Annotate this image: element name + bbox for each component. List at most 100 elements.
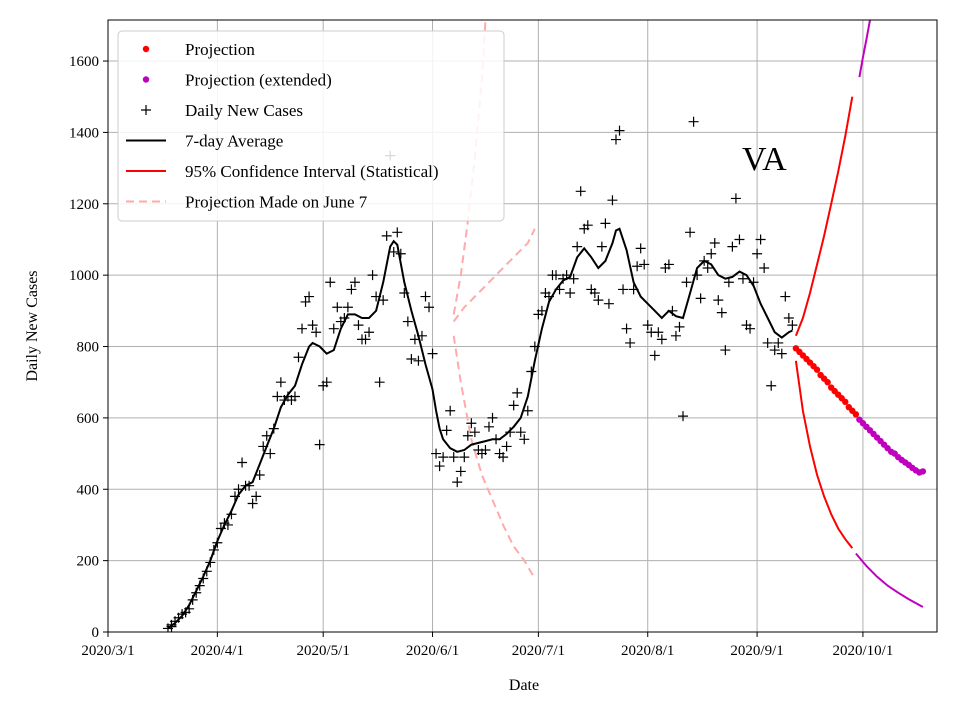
daily-case-point <box>462 430 473 441</box>
daily-case-point <box>508 400 519 411</box>
daily-case-point <box>670 330 681 341</box>
daily-case-point <box>293 352 304 363</box>
y-tick-label: 400 <box>77 482 100 498</box>
daily-case-point <box>653 327 664 338</box>
daily-case-point <box>723 277 734 288</box>
daily-case-point <box>420 291 431 302</box>
y-tick-label: 200 <box>77 554 100 570</box>
daily-case-point <box>483 421 494 432</box>
daily-case-point <box>667 305 678 316</box>
daily-case-point <box>776 348 787 359</box>
daily-case-point <box>455 466 466 477</box>
daily-case-point <box>572 241 583 252</box>
daily-case-point <box>642 320 653 331</box>
legend-label: Projection (extended) <box>185 71 332 90</box>
daily-case-point <box>371 291 382 302</box>
daily-case-point <box>561 270 572 281</box>
daily-case-point <box>755 234 766 245</box>
daily-case-point <box>695 293 706 304</box>
legend-label: Projection Made on June 7 <box>185 193 368 212</box>
daily-case-point <box>191 587 202 598</box>
daily-case-point <box>685 227 696 238</box>
daily-case-point <box>226 509 237 520</box>
daily-case-point <box>582 220 593 231</box>
95-ci-upper-line <box>794 96 854 337</box>
daily-case-point <box>258 441 269 452</box>
daily-case-point <box>663 259 674 270</box>
daily-case-point <box>543 291 554 302</box>
daily-case-point <box>529 341 540 352</box>
daily-case-point <box>681 277 692 288</box>
daily-case-point <box>603 298 614 309</box>
daily-case-point <box>526 366 537 377</box>
x-tick-label: 2020/5/1 <box>297 643 350 659</box>
daily-case-point <box>512 387 523 398</box>
daily-case-point <box>367 270 378 281</box>
daily-case-point <box>261 430 272 441</box>
legend-label: Projection <box>185 40 255 59</box>
daily-case-point <box>254 469 265 480</box>
daily-case-point <box>222 519 233 530</box>
axes: 2020/3/1 2020/4/1 2020/5/1 2020/6/1 2020/7/1… <box>69 54 893 659</box>
daily-case-point <box>766 380 777 391</box>
y-tick-label: 600 <box>77 411 100 427</box>
x-tick-label: 2020/7/1 <box>512 643 565 659</box>
daily-case-point <box>399 287 410 298</box>
daily-case-point <box>452 477 463 488</box>
x-axis-label: Date <box>509 677 539 694</box>
x-tick-label: 2020/6/1 <box>406 643 459 659</box>
daily-case-point <box>233 484 244 495</box>
95-ci-lower-extended-line <box>855 552 924 608</box>
daily-case-point <box>304 291 315 302</box>
daily-case-point <box>187 594 198 605</box>
daily-case-point <box>360 334 371 345</box>
daily-case-point <box>300 296 311 307</box>
daily-case-point <box>441 425 452 436</box>
daily-case-point <box>247 498 258 509</box>
daily-case-point <box>406 354 417 365</box>
daily-case-point <box>395 248 406 259</box>
daily-case-point <box>349 277 360 288</box>
daily-case-point <box>237 457 248 468</box>
region-label: VA <box>742 141 787 178</box>
x-tick-label: 2020/4/1 <box>191 643 244 659</box>
daily-case-point <box>773 337 784 348</box>
daily-case-point <box>769 345 780 356</box>
daily-case-point <box>780 291 791 302</box>
daily-case-point <box>374 377 385 388</box>
daily-case-point <box>208 544 219 555</box>
legend-box <box>117 30 505 222</box>
daily-case-point <box>621 323 632 334</box>
projection-point <box>813 366 821 373</box>
daily-case-point <box>522 405 533 416</box>
daily-case-point <box>737 273 748 284</box>
daily-case-point <box>251 491 262 502</box>
daily-case-point <box>709 238 720 249</box>
daily-case-point <box>713 295 724 306</box>
daily-case-point <box>752 248 763 259</box>
daily-case-point <box>716 307 727 318</box>
daily-case-point <box>551 270 562 281</box>
y-axis-label: Daily New Cases <box>24 270 41 381</box>
daily-case-point <box>265 448 276 459</box>
daily-case-point <box>589 287 600 298</box>
daily-case-point <box>469 427 480 438</box>
daily-case-point <box>748 277 759 288</box>
projection-extended-point <box>919 468 927 475</box>
daily-case-point <box>321 377 332 388</box>
daily-case-point <box>730 193 741 204</box>
daily-case-point <box>342 302 353 313</box>
daily-case-point <box>515 427 526 438</box>
daily-case-point <box>702 263 713 274</box>
daily-case-point <box>198 573 209 584</box>
daily-case-point <box>272 391 283 402</box>
daily-case-point <box>378 295 389 306</box>
daily-case-point <box>268 423 279 434</box>
daily-case-point <box>692 270 703 281</box>
daily-case-point <box>501 441 512 452</box>
daily-case-point <box>699 255 710 266</box>
daily-case-point <box>656 334 667 345</box>
daily-case-point <box>628 284 639 295</box>
daily-case-point <box>427 348 438 359</box>
